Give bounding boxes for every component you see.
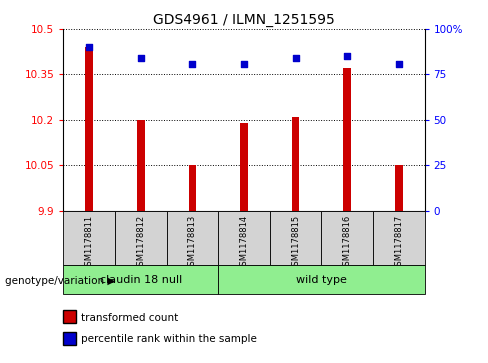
Text: GSM1178812: GSM1178812 [136, 215, 145, 271]
Text: GSM1178813: GSM1178813 [188, 215, 197, 271]
Text: claudin 18 null: claudin 18 null [100, 274, 182, 285]
Bar [395, 165, 403, 211]
Bar [240, 123, 248, 211]
Text: wild type: wild type [296, 274, 347, 285]
Bar [115, 211, 166, 265]
Point [343, 53, 351, 59]
Bar [188, 165, 196, 211]
Text: GSM1178816: GSM1178816 [343, 215, 352, 271]
Point [240, 61, 248, 66]
Point [188, 61, 196, 66]
Text: transformed count: transformed count [81, 313, 178, 323]
Bar [218, 265, 425, 294]
Bar [218, 211, 270, 265]
Bar [166, 211, 218, 265]
Bar [292, 117, 300, 211]
Bar [85, 47, 93, 211]
Text: percentile rank within the sample: percentile rank within the sample [81, 334, 256, 344]
Point [395, 61, 403, 66]
Point [137, 55, 145, 61]
Title: GDS4961 / ILMN_1251595: GDS4961 / ILMN_1251595 [153, 13, 335, 26]
Bar [373, 211, 425, 265]
Text: GSM1178811: GSM1178811 [85, 215, 94, 271]
Bar [322, 211, 373, 265]
Text: GSM1178815: GSM1178815 [291, 215, 300, 271]
Bar [270, 211, 322, 265]
Text: GSM1178817: GSM1178817 [394, 215, 403, 271]
Bar [63, 265, 218, 294]
Bar [344, 68, 351, 211]
Point [85, 44, 93, 50]
Text: GSM1178814: GSM1178814 [240, 215, 248, 271]
Bar [63, 211, 115, 265]
Bar [137, 120, 145, 211]
Point [292, 55, 300, 61]
Text: genotype/variation ▶: genotype/variation ▶ [5, 276, 115, 286]
